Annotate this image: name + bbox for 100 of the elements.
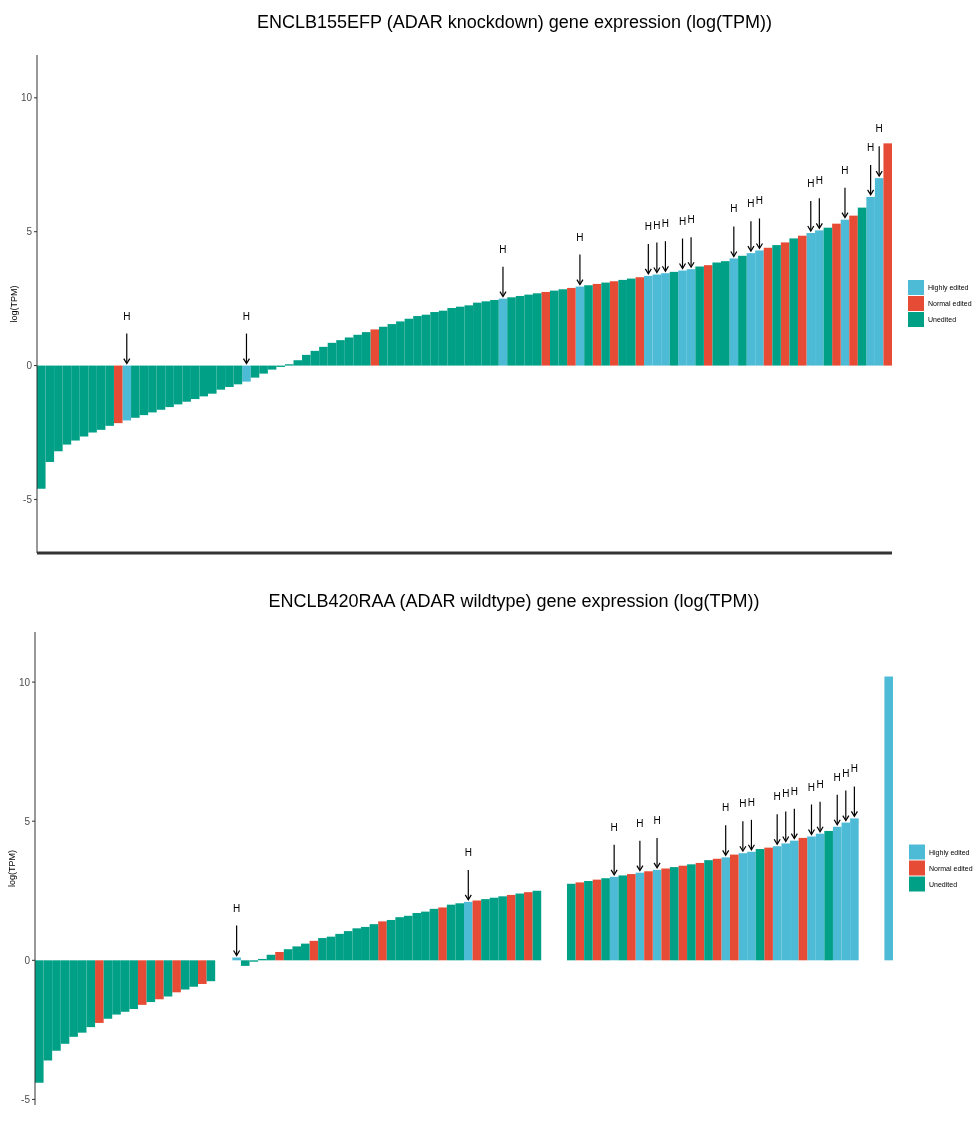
bar: [764, 847, 773, 961]
data-label: H: [636, 817, 644, 829]
bar: [155, 960, 164, 1000]
data-label: H: [875, 123, 883, 135]
bar: [704, 860, 713, 961]
bar: [370, 329, 379, 366]
bar: [275, 951, 284, 961]
bar: [729, 258, 739, 366]
bar: [309, 940, 319, 961]
data-label: H: [815, 175, 823, 187]
bar: [498, 298, 508, 366]
data-label: H: [499, 243, 507, 255]
data-label: H: [233, 902, 241, 914]
bar: [541, 291, 550, 366]
bar: [678, 865, 688, 961]
bar: [198, 960, 207, 984]
y-axis-title: log(TPM): [7, 849, 17, 888]
bar: [884, 676, 893, 961]
bar: [567, 287, 576, 366]
data-label: H: [833, 771, 841, 783]
y-axis-title: log(TPM): [9, 285, 19, 323]
y-tick-label: 0: [26, 360, 33, 372]
data-label: H: [790, 785, 798, 797]
bar: [635, 277, 645, 366]
bar: [584, 881, 593, 961]
chart-title: ENCLB155EFP (ADAR knockdown) gene expression (log(TPM)): [257, 12, 772, 32]
chart-title: ENCLB420RAA (ADAR wildtype) gene expression (log(TPM)): [268, 591, 760, 611]
data-label: H: [242, 310, 251, 322]
bar: [755, 849, 765, 961]
bar: [687, 864, 696, 961]
data-label: H: [747, 198, 755, 210]
bar: [824, 830, 833, 961]
data-label: H: [610, 821, 618, 833]
bar: [763, 247, 773, 366]
bar: [206, 960, 216, 982]
y-tick-label: 0: [24, 954, 31, 966]
data-label: H: [687, 214, 695, 226]
bar: [609, 876, 619, 961]
bar: [601, 282, 610, 366]
data-label: H: [807, 178, 815, 190]
bar: [242, 365, 251, 382]
bar: [95, 960, 104, 1023]
bar: [849, 215, 858, 366]
bar: [823, 227, 833, 366]
bar: [584, 285, 593, 366]
bar: [506, 894, 516, 961]
bar: [661, 868, 670, 961]
bar: [780, 242, 790, 366]
bar: [635, 872, 645, 961]
bar: [797, 235, 807, 366]
bar: [618, 875, 628, 961]
y-tick-label: -5: [23, 493, 33, 505]
bar: [798, 837, 808, 961]
bar: [532, 890, 542, 961]
bar: [515, 893, 525, 961]
data-label: H: [644, 220, 652, 232]
data-label: H: [123, 310, 131, 322]
data-label: H: [842, 767, 850, 779]
bar: [703, 265, 713, 366]
bar: [729, 854, 739, 961]
bar: [652, 869, 662, 961]
data-label: H: [816, 778, 824, 790]
bar: [592, 879, 602, 961]
data-label: H: [739, 798, 747, 810]
y-tick-label: 10: [20, 92, 33, 104]
data-label: H: [653, 219, 661, 231]
bar: [669, 271, 679, 366]
bar: [137, 960, 147, 1005]
bar: [695, 862, 705, 961]
y-tick-label: 10: [18, 676, 31, 688]
bar: [738, 255, 747, 366]
bar: [146, 960, 156, 1003]
bar: [378, 921, 387, 961]
bar: [464, 901, 473, 961]
bar: [472, 900, 482, 961]
bar: [789, 238, 798, 366]
bar: [172, 960, 181, 993]
data-label: H: [678, 215, 687, 227]
bar: [524, 892, 533, 961]
data-label: H: [850, 763, 859, 775]
bar: [695, 266, 704, 366]
data-label: H: [661, 218, 670, 230]
y-tick-label: 5: [26, 226, 33, 238]
data-label: H: [755, 195, 764, 207]
data-label: H: [773, 791, 781, 803]
bar: [575, 882, 585, 961]
data-label: H: [653, 814, 661, 826]
bar: [857, 207, 867, 366]
bar: [592, 283, 602, 366]
bar: [601, 878, 610, 961]
bar: [113, 365, 123, 424]
bar: [840, 219, 850, 366]
data-label: H: [841, 164, 849, 176]
y-tick-label: -5: [21, 1093, 31, 1105]
bar: [438, 907, 447, 961]
bar: [721, 857, 730, 961]
bar: [712, 858, 722, 961]
data-label: H: [782, 788, 790, 800]
data-label: H: [576, 231, 584, 243]
bar: [609, 281, 619, 366]
